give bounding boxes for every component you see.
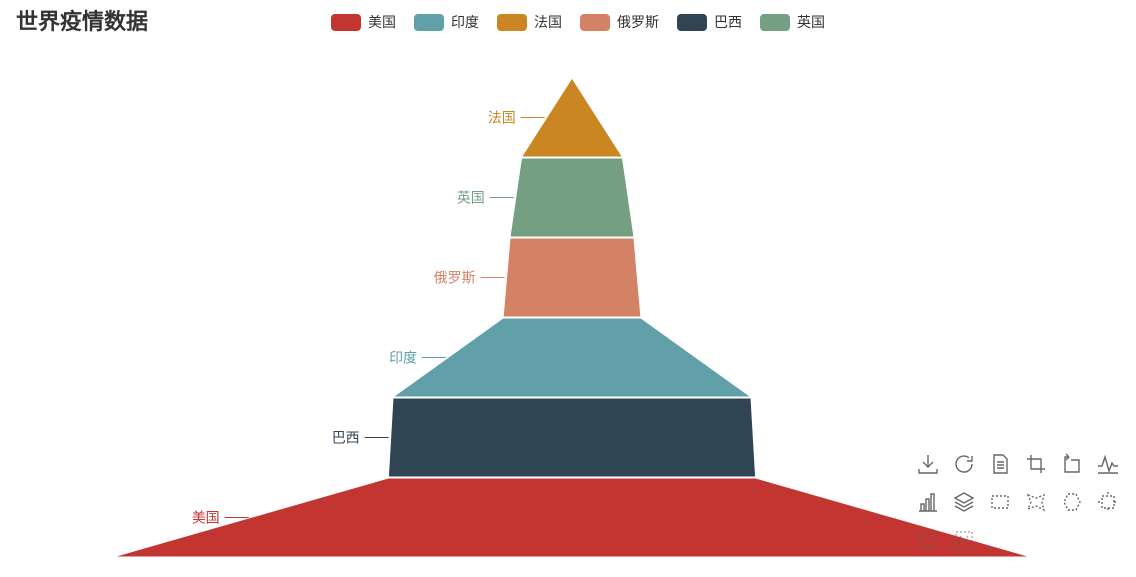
legend-label-5: 英国 (797, 14, 825, 31)
bar-chart-icon[interactable] (916, 490, 940, 514)
funnel-label-3: 俄罗斯 (434, 271, 476, 287)
funnel-segments (112, 77, 1032, 558)
legend-swatch-2 (497, 14, 527, 31)
legend[interactable]: 美国 印度 法国 俄罗斯 巴西 英国 (331, 14, 825, 31)
legend-label-2: 法国 (534, 15, 562, 31)
legend-item-4[interactable]: 巴西 (677, 14, 742, 31)
legend-item-1[interactable]: 印度 (414, 14, 479, 31)
funnel-label-4: 英国 (457, 190, 485, 207)
stack-icon[interactable] (952, 490, 976, 514)
legend-swatch-3 (580, 14, 610, 31)
legend-item-2[interactable]: 法国 (497, 14, 562, 31)
legend-label-1: 印度 (451, 15, 479, 31)
funnel-segment-4[interactable] (509, 157, 635, 238)
funnel-labels: 美国 巴西 印度 俄罗斯 英国 法国 (192, 111, 545, 527)
keep-select-icon[interactable] (1060, 490, 1084, 514)
brush-hidden-icon-b[interactable] (952, 528, 976, 552)
legend-label-0: 美国 (368, 15, 396, 31)
rect-select-icon[interactable] (988, 490, 1012, 514)
funnel-segment-5[interactable] (520, 77, 624, 158)
legend-label-4: 巴西 (714, 15, 742, 31)
download-icon[interactable] (916, 452, 940, 476)
clear-select-icon[interactable] (1096, 490, 1120, 514)
zoom-icon[interactable] (1024, 452, 1048, 476)
legend-swatch-0 (331, 14, 361, 31)
legend-swatch-1 (414, 14, 444, 31)
legend-swatch-5 (760, 14, 790, 31)
funnel-segment-1[interactable] (387, 397, 757, 478)
brush-hidden-icon-a[interactable] (916, 528, 940, 552)
data-view-icon[interactable] (988, 452, 1012, 476)
funnel-segment-0[interactable] (112, 477, 1032, 558)
funnel-segment-2[interactable] (391, 317, 753, 398)
funnel-label-1: 巴西 (332, 431, 360, 447)
line-chart-icon[interactable] (1096, 452, 1120, 476)
legend-label-3: 俄罗斯 (617, 15, 659, 31)
lasso-select-icon[interactable] (1024, 490, 1048, 514)
legend-swatch-4 (677, 14, 707, 31)
zoom-back-icon[interactable] (1060, 452, 1084, 476)
refresh-icon[interactable] (952, 452, 976, 476)
funnel-label-2: 印度 (389, 351, 417, 367)
legend-item-5[interactable]: 英国 (760, 14, 825, 31)
funnel-segment-3[interactable] (502, 237, 642, 318)
funnel-label-5: 法国 (488, 111, 516, 127)
funnel-label-0: 美国 (192, 511, 220, 527)
chart-title: 世界疫情数据 (16, 10, 149, 35)
legend-item-3[interactable]: 俄罗斯 (580, 14, 659, 31)
legend-item-0[interactable]: 美国 (331, 14, 396, 31)
